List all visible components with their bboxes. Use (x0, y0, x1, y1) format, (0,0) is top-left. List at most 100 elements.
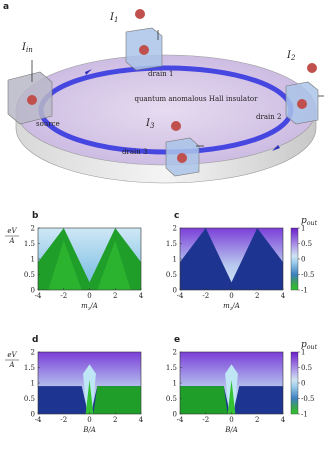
region (48, 240, 131, 290)
current-label: I3 (145, 118, 155, 130)
heatmap (180, 352, 283, 414)
x-tick-label: -4 (35, 292, 42, 300)
colorbar (290, 351, 299, 415)
symbol: m (223, 302, 230, 310)
heatmap (180, 228, 283, 290)
y-tick-label: 1.5 (166, 364, 177, 372)
y-tick-label: 0.5 (166, 395, 177, 403)
current-label: I2 (286, 50, 296, 62)
colorbar-tick-label: -1 (301, 411, 308, 419)
subscript: 2 (290, 54, 296, 62)
symbol: I (286, 50, 292, 61)
x-tick-label: 0 (229, 416, 233, 424)
y-tick-label: 1 (173, 380, 177, 388)
y-tick-label: 1 (31, 380, 35, 388)
current-label: Iin (21, 42, 33, 54)
contact-label: drain 1 (148, 70, 173, 78)
y-tick-label: 1 (31, 256, 35, 264)
x-tick-label: 0 (87, 416, 91, 424)
subscript: 3 (150, 122, 155, 130)
x-axis-label: mz/A (81, 302, 98, 312)
y-tick-label: 1 (173, 256, 177, 264)
x-tick-label: -4 (177, 292, 184, 300)
device-diagram (7, 9, 324, 184)
colorbar-tick-label: 0.5 (301, 364, 312, 372)
colorbar-tick-label: 1 (301, 349, 305, 357)
contact-label: source (36, 120, 60, 128)
y-tick-label: 0.5 (24, 271, 35, 279)
y-axis-label: A (8, 237, 14, 245)
symbol: m (81, 302, 88, 310)
panel-label: a (3, 2, 9, 12)
x-tick-label: 4 (139, 292, 144, 300)
colorbar-label: pout (301, 340, 318, 351)
y-tick-label: 0 (173, 411, 177, 419)
y-axis-label: eV (7, 227, 17, 235)
colorbar-tick-label: 1 (301, 225, 305, 233)
tail: /A (229, 426, 237, 434)
subscript: out (307, 220, 318, 227)
x-axis-label: mz/A (223, 302, 240, 312)
current-label: I1 (109, 12, 118, 24)
subscript: z (87, 306, 91, 312)
x-axis-label: B/A (224, 426, 238, 434)
material-label: quantum anomalous Hall insulator (135, 95, 259, 103)
subscript: out (307, 344, 318, 351)
region (227, 379, 236, 414)
contact-label: drain 2 (256, 113, 281, 121)
x-tick-label: -4 (35, 416, 42, 424)
heatmap (38, 228, 141, 290)
subscript: 1 (114, 16, 118, 24)
heatmap (38, 352, 141, 414)
x-tick-label: 4 (281, 292, 286, 300)
x-tick-label: -2 (60, 292, 67, 300)
symbol: p (301, 340, 307, 350)
symbol: I (21, 42, 27, 53)
region (93, 386, 141, 414)
y-tick-label: 2 (31, 349, 35, 357)
region (180, 386, 228, 414)
x-tick-label: -2 (202, 292, 209, 300)
x-tick-label: 2 (255, 416, 259, 424)
x-tick-label: -2 (202, 416, 209, 424)
x-tick-label: 2 (113, 416, 117, 424)
panel-label: d (32, 335, 38, 345)
colorbar-tick-label: 0 (301, 256, 305, 264)
y-tick-label: 1.5 (24, 364, 35, 372)
x-tick-label: 0 (229, 292, 233, 300)
tail: /A (87, 426, 95, 434)
colorbar-tick-label: -0.5 (301, 271, 315, 279)
symbol: p (301, 216, 307, 226)
y-tick-label: 1.5 (24, 240, 35, 248)
symbol: B (224, 426, 230, 434)
x-tick-label: 4 (281, 416, 286, 424)
colorbar-label: pout (301, 216, 318, 227)
y-tick-label: 0 (31, 411, 35, 419)
region (85, 379, 94, 414)
leads (31, 30, 324, 147)
electrons (27, 9, 317, 163)
colorbar (290, 227, 299, 291)
y-tick-label: 2 (31, 225, 35, 233)
y-tick-label: 0.5 (166, 271, 177, 279)
x-tick-label: -4 (177, 416, 184, 424)
y-tick-label: 0.5 (24, 395, 35, 403)
panel-label: b (32, 211, 39, 221)
x-tick-label: -2 (60, 416, 67, 424)
region (180, 228, 283, 290)
symbol: I (109, 12, 115, 23)
colorbar-tick-label: -1 (301, 287, 308, 295)
y-tick-label: 0 (173, 287, 177, 295)
y-tick-label: 0 (31, 287, 35, 295)
x-tick-label: 4 (139, 416, 144, 424)
y-axis-label: eV (7, 351, 17, 359)
y-tick-label: 2 (173, 349, 177, 357)
y-axis-label: A (8, 361, 14, 369)
panel-label: c (174, 211, 179, 221)
x-axis-label: B/A (82, 426, 96, 434)
colorbar-tick-label: -0.5 (301, 395, 315, 403)
y-tick-label: 2 (173, 225, 177, 233)
contact-label: drain 3 (122, 148, 147, 156)
symbol: B (82, 426, 88, 434)
